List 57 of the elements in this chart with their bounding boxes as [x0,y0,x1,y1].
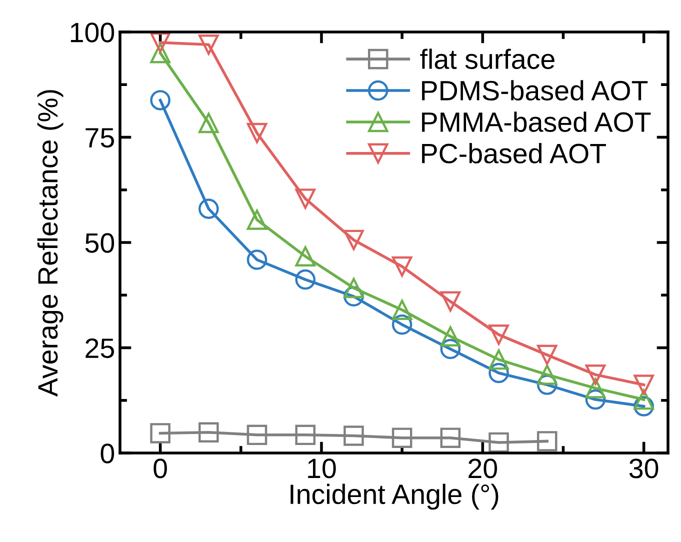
point [246,210,268,230]
point [246,250,268,270]
point [246,122,268,144]
point [634,389,654,410]
point [392,314,412,335]
point [536,431,558,452]
point [198,198,219,219]
x-axis-title: Incident Angle (°) [290,484,498,510]
legend-label: flat surface [420,48,554,70]
point [246,424,268,446]
point [440,428,461,448]
point [536,344,558,366]
point [295,188,316,209]
x-tick-label: 0 [154,458,167,478]
point [150,90,170,110]
point [198,34,219,55]
point [150,32,170,53]
y-axis-title: Average Reflectance (%) [37,90,64,397]
point [295,269,316,290]
x-tick-label: 30 [629,458,658,478]
y-tick-label: 25 [86,338,114,358]
point [392,300,412,320]
point [536,364,558,385]
point [392,256,412,277]
point [585,389,606,410]
point [198,422,219,443]
y-tick-label: 100 [70,22,114,42]
point [440,291,461,312]
legend-label: PC-based AOT [422,143,606,164]
point [344,278,364,298]
point [440,326,461,347]
point [344,286,364,307]
point [344,230,364,250]
point [344,426,364,446]
legend-label: PMMA-based AOT [422,112,651,132]
y-tick-label: 0 [100,444,114,464]
point [392,428,412,448]
point [440,338,461,360]
point [295,424,316,446]
point [198,112,219,134]
x-tick-label: 10 [308,458,336,478]
point [150,423,170,444]
point [488,324,509,345]
point [150,42,170,64]
legend-label: PDMS-based AOT [422,80,648,101]
point [488,349,509,370]
x-tick-label: 20 [468,458,498,478]
point [488,362,509,384]
point [634,374,654,395]
y-tick-label: 50 [85,233,114,253]
point [488,432,509,453]
point [585,378,606,398]
point [295,246,316,267]
point [585,364,606,385]
point [634,396,654,416]
y-tick-label: 75 [86,128,114,148]
point [536,374,558,395]
